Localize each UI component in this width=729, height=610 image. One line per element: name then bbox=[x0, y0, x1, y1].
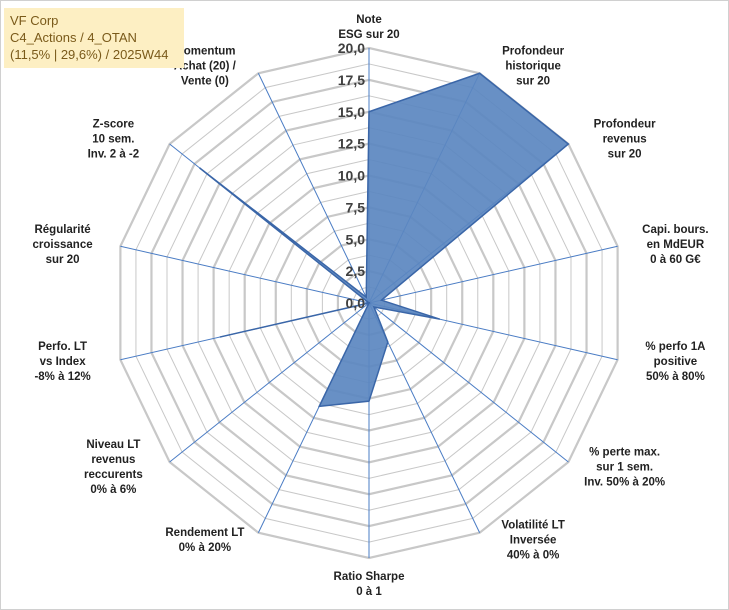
tick-label: 12,5 bbox=[338, 136, 365, 152]
category-label-line: ESG sur 20 bbox=[338, 29, 399, 41]
category-label-line: positive bbox=[654, 356, 697, 368]
category-label-line: -8% à 12% bbox=[34, 371, 90, 383]
category-label-line: Inversée bbox=[510, 534, 557, 546]
category-label-line: 0% à 20% bbox=[179, 542, 231, 554]
category-label: % perfo 1A positive 50% à 80% bbox=[645, 341, 705, 383]
category-label-line: Profondeur bbox=[502, 46, 564, 58]
tick-label: 0,0 bbox=[346, 295, 366, 311]
company-name: VF Corp bbox=[10, 13, 59, 28]
category-label: Z-score 10 sem. Inv. 2 à -2 bbox=[88, 119, 140, 161]
category-label: Momentum Achat (20) / Vente (0) bbox=[174, 46, 237, 88]
category-label: Niveau LT revenus reccurents 0% à 6% bbox=[84, 439, 143, 496]
period-label: (11,5% | 29,6%) / 2025W44 bbox=[10, 47, 169, 62]
category-label-line: Achat (20) / bbox=[174, 61, 237, 73]
category-label: Régularité croissance sur 20 bbox=[33, 224, 93, 266]
axis-spoke bbox=[368, 245, 618, 304]
category-label-line: Perfo. LT bbox=[38, 341, 87, 353]
tick-label: 2,5 bbox=[346, 263, 366, 279]
category-label-line: Z-score bbox=[93, 119, 135, 131]
axis-spoke bbox=[257, 73, 370, 304]
category-label-line: sur 20 bbox=[516, 76, 550, 88]
category-label-line: sur 20 bbox=[46, 254, 80, 266]
category-label-line: 0 à 1 bbox=[356, 586, 382, 598]
category-label-line: Régularité bbox=[34, 224, 90, 236]
category-label-line: croissance bbox=[33, 239, 93, 251]
category-label-line: sur 1 sem. bbox=[596, 461, 653, 473]
category-label-line: 0 à 60 G€ bbox=[650, 254, 701, 266]
category-label: Profondeur revenus sur 20 bbox=[594, 119, 656, 161]
category-label: Note ESG sur 20 bbox=[338, 14, 399, 41]
category-label-line: Inv. 50% à 20% bbox=[584, 476, 665, 488]
category-label-line: Ratio Sharpe bbox=[334, 571, 405, 583]
category-label-line: % perte max. bbox=[589, 446, 660, 458]
category-label-line: historique bbox=[505, 61, 561, 73]
category-label-line: % perfo 1A bbox=[645, 341, 705, 353]
tick-label: 15,0 bbox=[338, 104, 365, 120]
axis-spoke bbox=[169, 302, 370, 463]
tick-label: 17,5 bbox=[338, 72, 365, 88]
category-label-line: Vente (0) bbox=[181, 76, 229, 88]
category-label: Rendement LT 0% à 20% bbox=[165, 527, 244, 554]
category-label: Perfo. LT vs Index -8% à 12% bbox=[34, 341, 90, 383]
category-label-line: Inv. 2 à -2 bbox=[88, 149, 140, 161]
category-label: Volatilité LT Inversée 40% à 0% bbox=[501, 519, 564, 561]
category-label: Profondeur historique sur 20 bbox=[502, 46, 564, 88]
category-label-line: vs Index bbox=[40, 356, 87, 368]
category-label-line: Profondeur bbox=[594, 119, 656, 131]
category-label-line: Volatilité LT bbox=[501, 519, 564, 531]
category-label-line: Momentum bbox=[174, 46, 235, 58]
category-label-line: sur 20 bbox=[608, 149, 642, 161]
title-box: VF Corp C4_Actions / 4_OTAN (11,5% | 29,… bbox=[4, 8, 184, 68]
category-label-line: revenus bbox=[91, 454, 135, 466]
category-label: Capi. bours. en MdEUR 0 à 60 G€ bbox=[642, 224, 708, 266]
tick-label: 10,0 bbox=[338, 168, 365, 184]
axis-spoke bbox=[368, 302, 569, 463]
category-label-line: reccurents bbox=[84, 469, 143, 481]
category-label-line: en MdEUR bbox=[647, 239, 705, 251]
category-label-line: 0% à 6% bbox=[90, 484, 136, 496]
category-label-line: 40% à 0% bbox=[507, 549, 559, 561]
category-label-line: Note bbox=[356, 14, 382, 26]
category-label-line: revenus bbox=[603, 134, 647, 146]
category-label-line: Rendement LT bbox=[165, 527, 244, 539]
tick-label: 5,0 bbox=[346, 231, 366, 247]
series-area bbox=[199, 72, 570, 408]
category-label: C4_Actions / 4_OTAN bbox=[10, 30, 137, 45]
category-label-line: Niveau LT bbox=[86, 439, 140, 451]
category-label-line: 10 sem. bbox=[92, 134, 134, 146]
category-label: Ratio Sharpe 0 à 1 bbox=[334, 571, 405, 598]
tick-label: 20,0 bbox=[338, 40, 365, 56]
category-label-line: Capi. bours. bbox=[642, 224, 708, 236]
category-label: % perte max. sur 1 sem. Inv. 50% à 20% bbox=[584, 446, 665, 488]
tick-label: 7,5 bbox=[346, 199, 366, 215]
category-label-line: 50% à 80% bbox=[646, 371, 705, 383]
axis-spoke bbox=[120, 245, 370, 304]
